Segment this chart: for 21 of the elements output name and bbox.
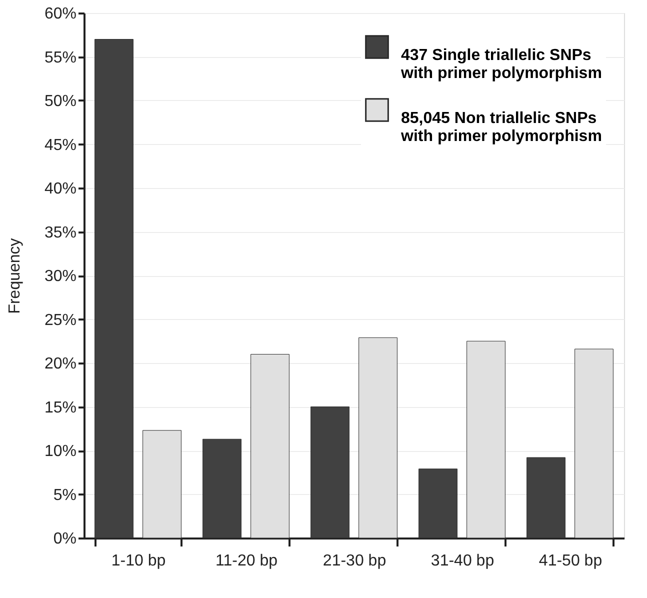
y-tick-label: 60% (44, 6, 76, 22)
y-tick-label: 45% (44, 136, 76, 154)
y-tick-label: 55% (44, 49, 76, 66)
y-tick-label: 25% (44, 312, 76, 329)
y-tick-label: 0% (53, 530, 76, 548)
legend-label: 437 Single triallelic SNPs with primer polymorphism (400, 47, 602, 82)
legend-label: 85,045 Non triallelic SNPs with primer polymorphism (400, 110, 602, 145)
y-tick-label: 20% (44, 356, 76, 372)
x-tick-label: 21-30 bp (322, 552, 386, 570)
y-axis-title: Frequency (6, 238, 24, 314)
x-tick-label: 11-20 bp (216, 552, 278, 570)
y-tick-label: 15% (44, 399, 76, 416)
y-tick-label: 40% (44, 180, 76, 198)
y-tick-label: 50% (44, 93, 76, 110)
y-tick-label: 30% (44, 268, 76, 285)
x-tick-label: 41-50 bp (538, 552, 602, 570)
y-tick-label: 10% (44, 443, 76, 460)
y-tick-label: 5% (53, 486, 76, 504)
x-tick-label: 1-10 bp (111, 552, 166, 570)
x-tick-label: 31-40 bp (430, 552, 494, 570)
y-tick-label: 35% (44, 224, 76, 242)
